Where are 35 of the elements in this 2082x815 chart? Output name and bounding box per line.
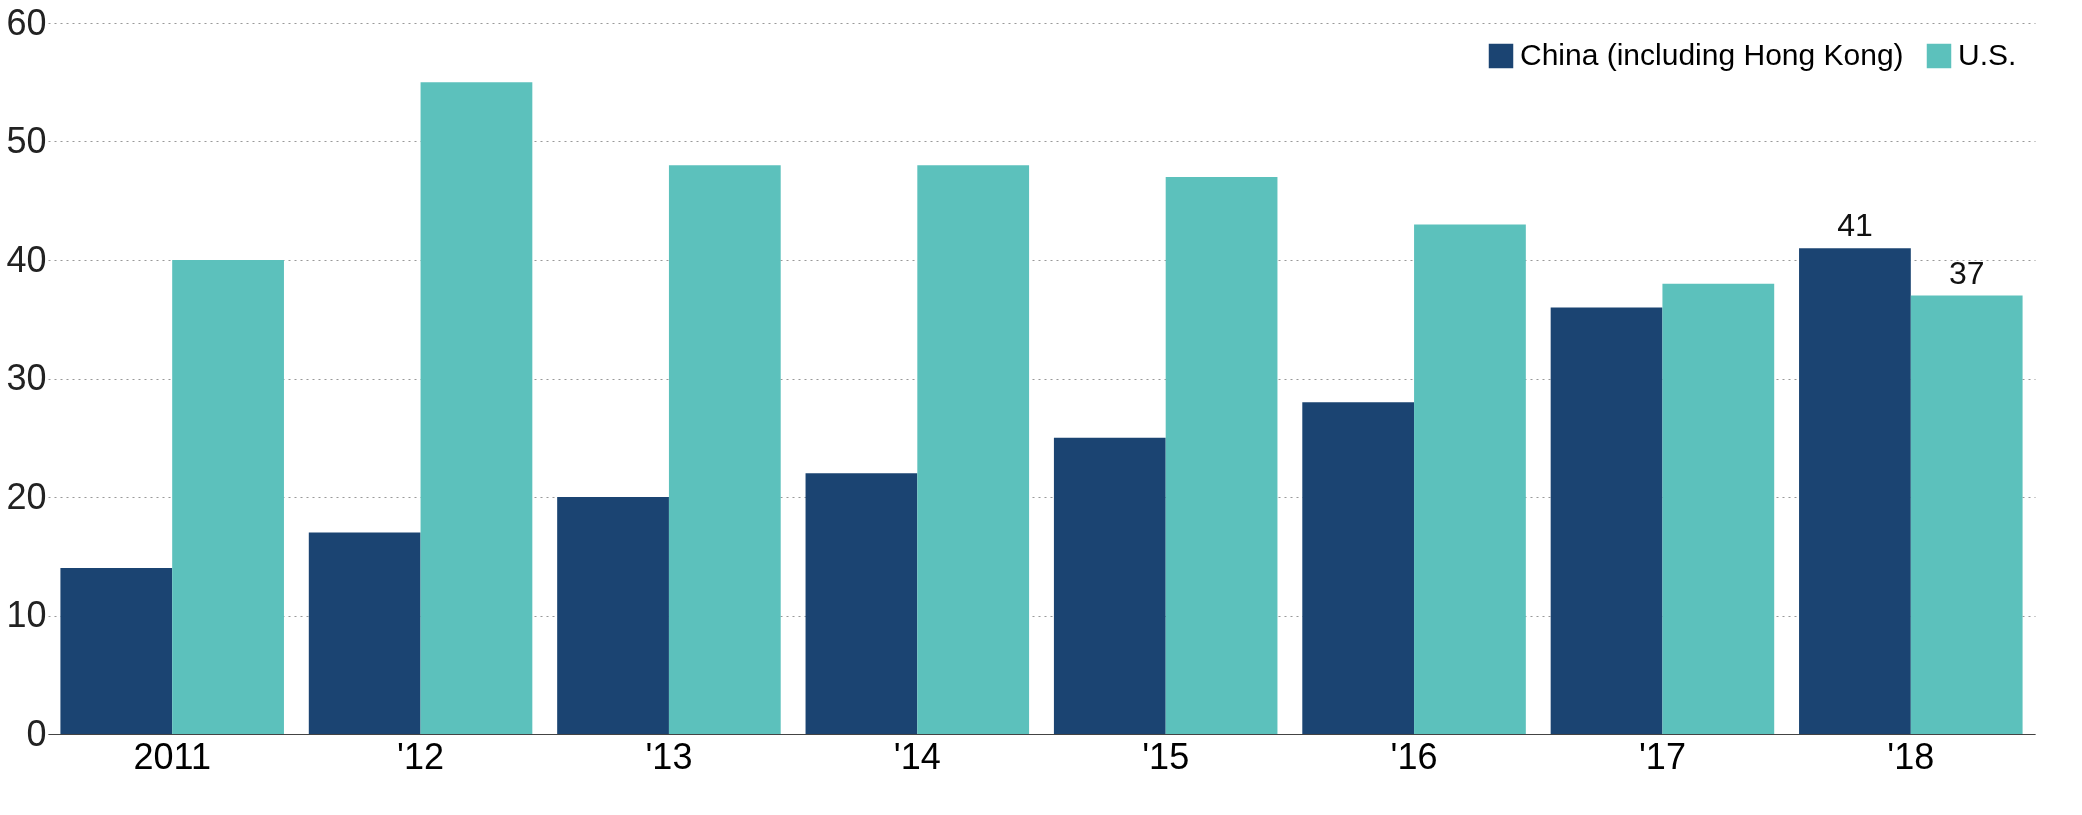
bar (1799, 248, 1911, 734)
data-label: 37 (1948, 254, 1985, 291)
y-tick-label: 60 (6, 1, 47, 43)
x-tick-label: '14 (893, 735, 941, 777)
bar (1662, 283, 1775, 734)
bar (917, 165, 1030, 734)
bar (1302, 402, 1415, 734)
y-tick-label: 40 (6, 238, 47, 280)
y-tick-label: 30 (6, 357, 47, 398)
bar (172, 260, 284, 734)
bar (557, 497, 669, 734)
y-tick-label: 10 (6, 594, 47, 635)
x-tick-label: '18 (1887, 735, 1935, 777)
y-tick-label: 0 (26, 712, 47, 754)
bar (420, 82, 533, 734)
x-tick-label: '16 (1390, 735, 1438, 777)
bar (668, 165, 781, 734)
legend-label: China (including Hong Kong) (1520, 38, 1904, 71)
bar (805, 473, 918, 734)
x-tick-label: 2011 (133, 735, 211, 777)
bar (1550, 307, 1663, 734)
bar (1053, 437, 1166, 734)
legend-label: U.S. (1958, 38, 2017, 71)
bar (1910, 295, 2023, 734)
x-tick-label: '17 (1638, 735, 1686, 777)
y-tick-label: 50 (6, 120, 47, 161)
data-label: 41 (1837, 207, 1873, 244)
y-tick-label: 20 (6, 475, 47, 517)
x-tick-label: '12 (397, 735, 445, 777)
bar (1165, 177, 1278, 734)
bar (1414, 224, 1526, 734)
x-tick-label: '13 (645, 735, 693, 777)
x-tick-label: '15 (1142, 735, 1190, 777)
bar (60, 568, 173, 734)
bar (308, 532, 421, 734)
